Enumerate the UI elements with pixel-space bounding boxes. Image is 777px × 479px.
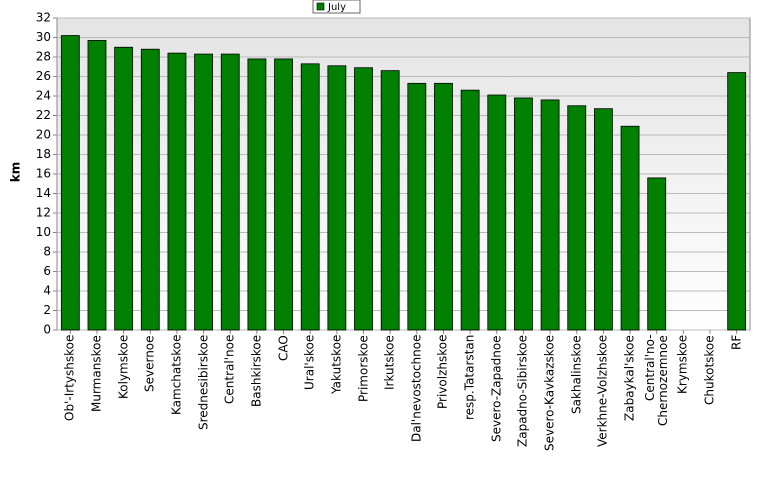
x-tick-label: RF [729,335,744,351]
y-tick-label: 6 [43,264,51,278]
y-tick-label: 20 [36,128,51,142]
bar [514,97,533,331]
bar [540,99,560,331]
y-tick-label: 30 [36,30,51,44]
bar [140,48,160,331]
bar [407,82,427,331]
bar [460,89,480,331]
bar [274,58,293,331]
y-axis-label: km [9,162,23,182]
bar [567,105,587,331]
bar [487,94,507,331]
bar [327,65,347,331]
x-tick-label: Murmanskoe [89,335,104,412]
x-tick-label: Severo-Kavkazskoe [542,335,557,452]
legend-swatch [316,2,325,11]
legend-box [312,0,361,14]
x-tick-label: Ob'-Irtyshskoe [62,335,77,422]
x-tick-label: Chukotskoe [702,335,717,405]
y-tick-label: 24 [36,89,51,103]
x-tick-label: Ural'skoe [302,335,317,391]
bar [727,72,747,331]
x-tick-label: Central'no-Chernozemnoe [642,335,670,426]
x-tick-label: Bashkirskoe [249,335,264,408]
x-tick-label: Kamchatskoe [169,335,184,416]
bar [167,52,187,331]
x-tick-label: Krymskoe [675,335,690,395]
y-tick-label: 26 [36,69,51,83]
x-tick-label: Privolzhskoe [435,335,450,410]
bar [434,82,453,331]
x-tick-label: Srednesibirskoe [196,335,211,431]
y-tick-label: 10 [36,225,51,239]
x-tick-label: Primorskoe [356,335,371,402]
bar [87,40,107,331]
y-tick-label: 32 [36,11,51,25]
y-tick-label: 16 [36,167,51,181]
y-tick-label: 8 [43,245,51,259]
bar [354,67,373,331]
x-tick-label: Verkhne-Volzhskoe [595,335,610,448]
x-tick-label: Kolymskoe [116,335,131,400]
bar [194,53,213,331]
bar [620,125,640,331]
x-tick-label: Severnoe [142,335,157,392]
y-tick-label: 2 [43,303,51,317]
y-tick-label: 22 [36,108,51,122]
bar [380,70,400,331]
x-tick-label: Zapadno-Sibirskoe [515,335,530,447]
y-tick-label: 28 [36,50,51,64]
legend-label: July [327,2,346,13]
x-tick-label: Central'noe [222,335,237,405]
y-tick-label: 18 [36,147,51,161]
bar [594,108,613,331]
bar [114,46,134,331]
x-tick-label: Zabaykal'skoe [622,335,637,421]
x-tick-label: Sakhalinskoe [569,335,584,414]
x-tick-label: CAO [276,335,291,361]
y-tick-label: 0 [43,323,51,337]
x-tick-label: Yakutskoe [329,335,344,395]
bar [247,58,267,331]
x-tick-label: resp.Tatarstan [462,335,477,421]
bar [647,177,667,331]
bar [220,53,240,331]
y-tick-label: 12 [36,206,51,220]
x-tick-label: Severo-Zapadnoe [489,335,504,442]
bar [300,63,320,331]
x-tick-label: Dal'nevostochnoe [409,335,424,443]
x-tick-label: Irkutskoe [382,335,397,390]
y-tick-label: 4 [43,284,51,298]
y-tick-label: 14 [36,186,51,200]
bar [60,35,80,331]
